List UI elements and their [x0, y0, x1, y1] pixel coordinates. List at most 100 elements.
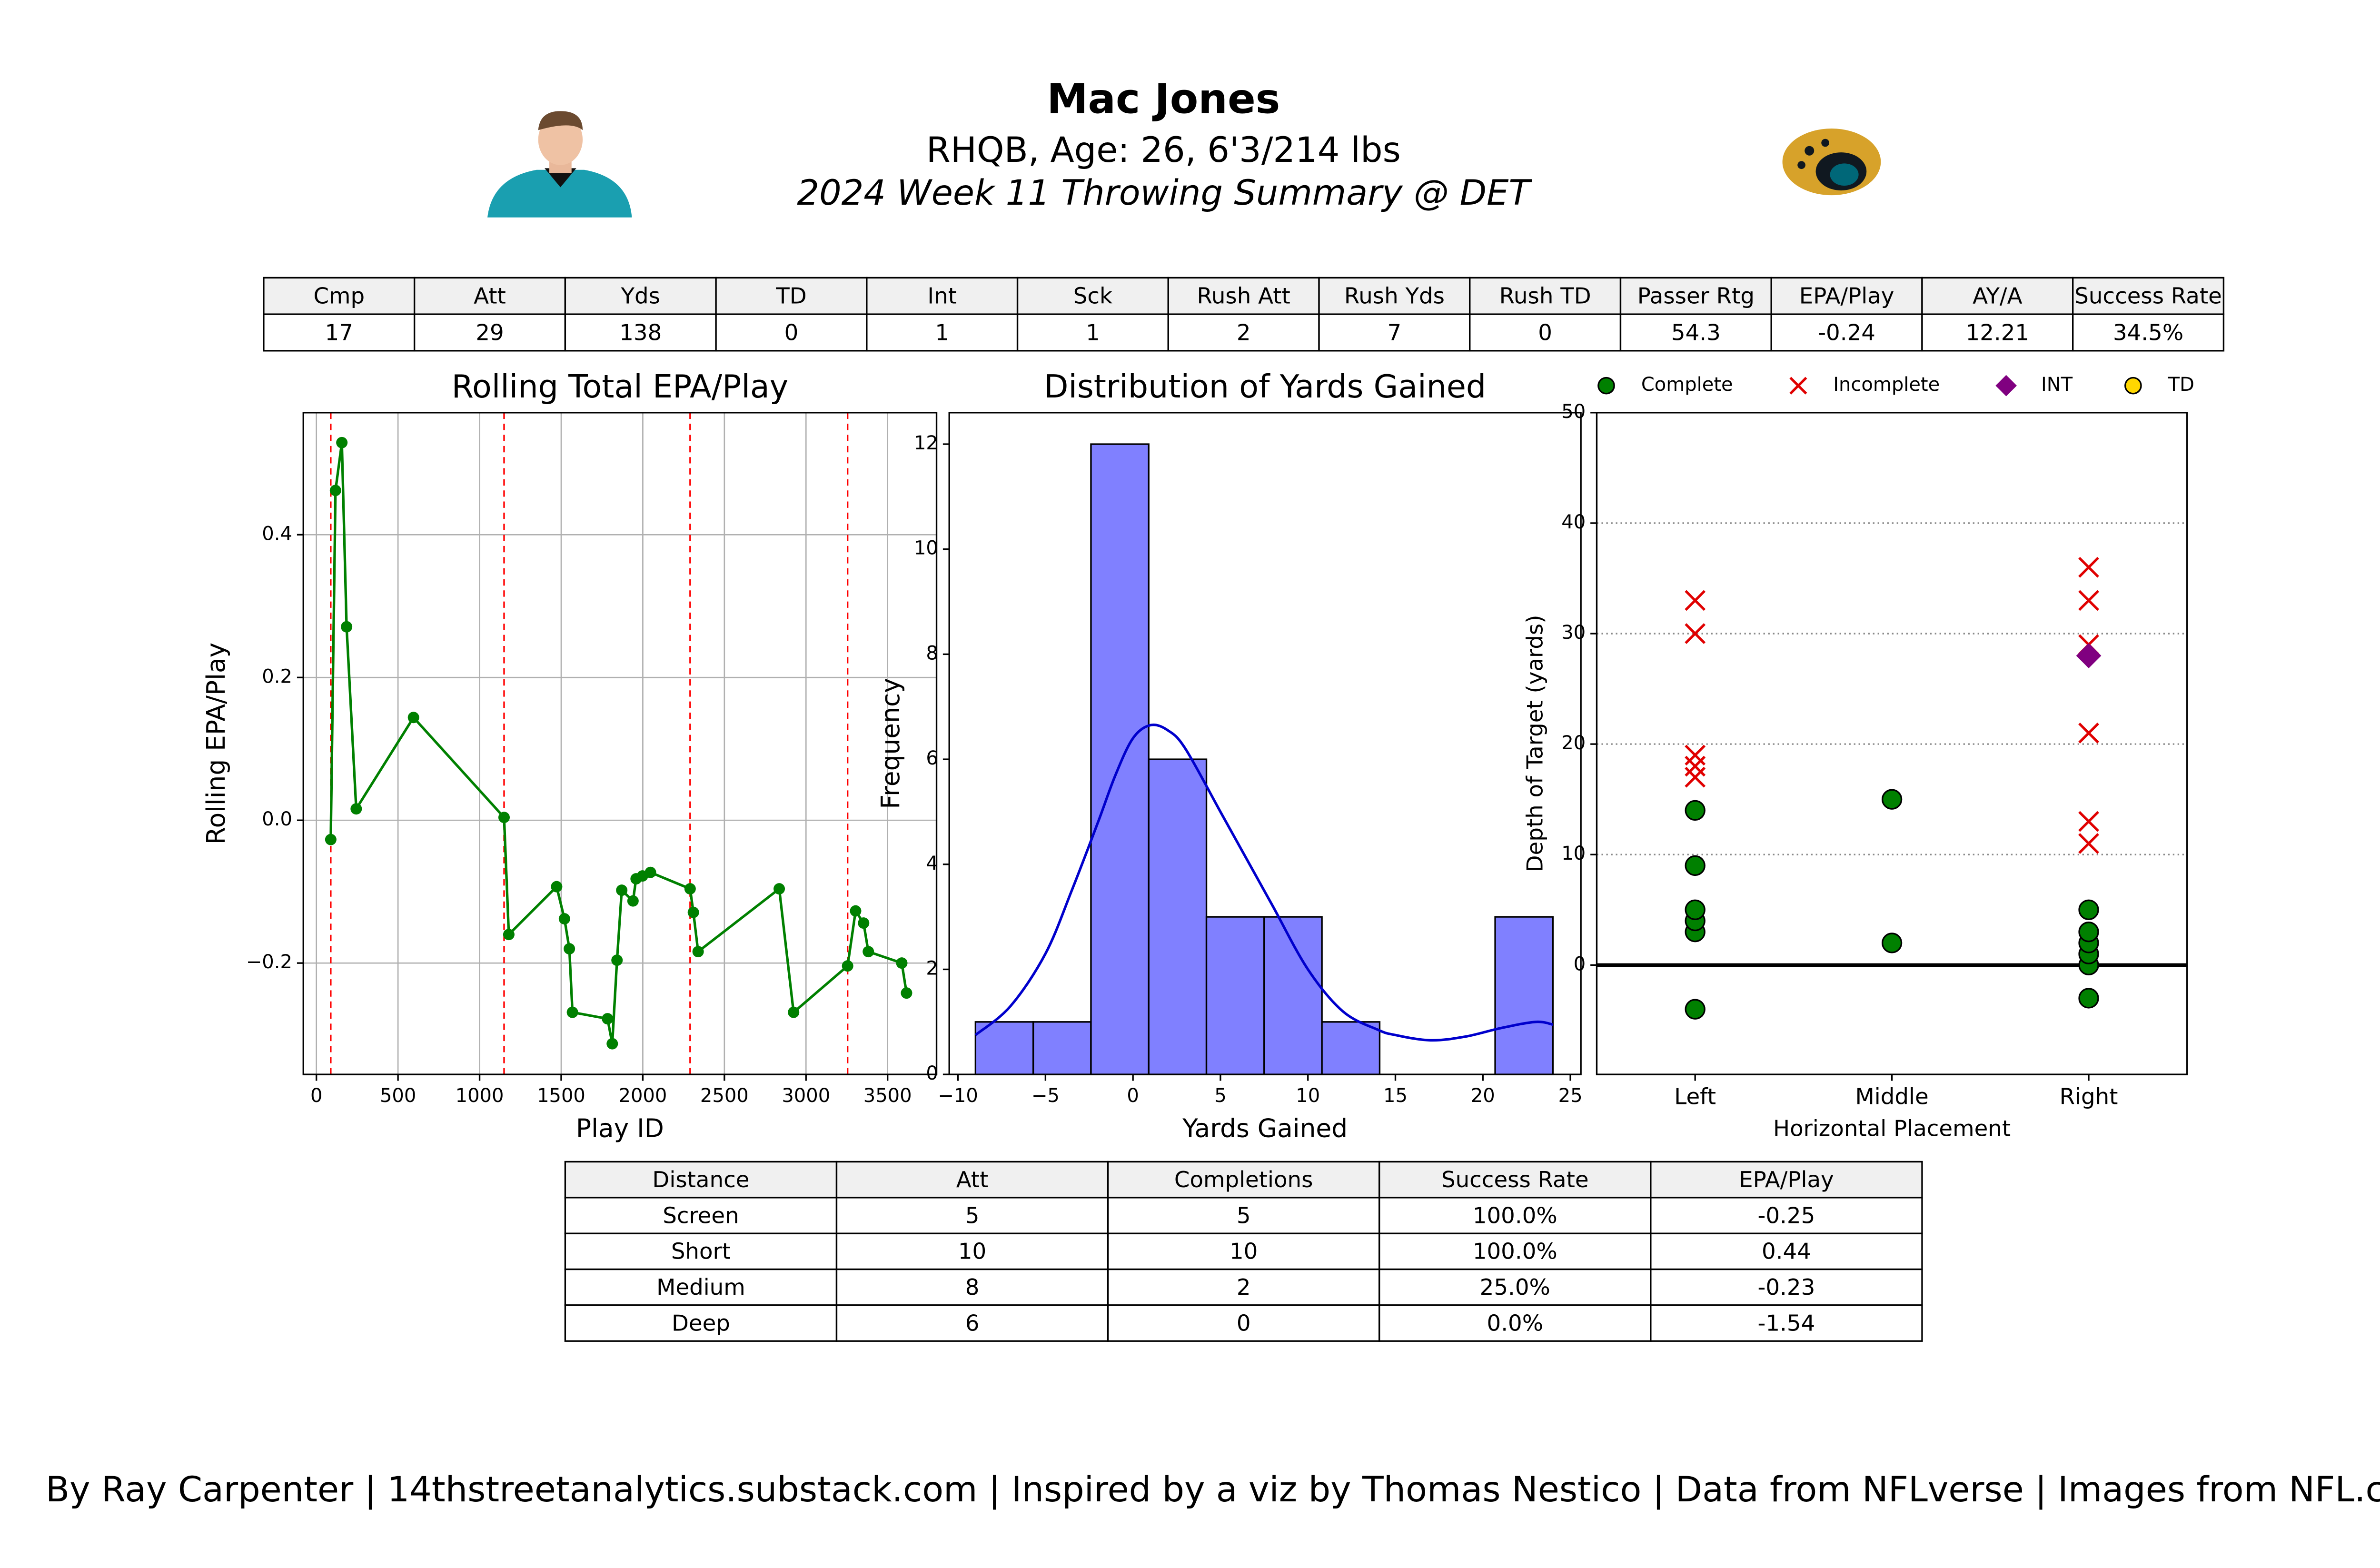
epa-point: [341, 621, 353, 633]
cell: [1650, 1304, 1923, 1342]
epa-point: [498, 812, 510, 824]
y-axis-label: Frequency: [875, 678, 905, 809]
cell: [1107, 1304, 1380, 1342]
hist-bar: [1263, 916, 1323, 1075]
plot-frame: [302, 412, 938, 1075]
marker-x: [2078, 590, 2099, 611]
column-header: Cmp: [313, 284, 365, 309]
hist-bar: [1090, 443, 1150, 1075]
cell: [1318, 313, 1471, 352]
header-cell: [1770, 277, 1923, 315]
header-cell: [1318, 277, 1471, 315]
x-tick-label: 20: [1471, 1085, 1495, 1107]
y-tick-label: 50: [1561, 401, 1586, 423]
cell: [1167, 313, 1320, 352]
epa-point: [774, 883, 785, 895]
x-tick-label: 3000: [782, 1085, 830, 1107]
column-header: Int: [927, 284, 957, 309]
cell-text: 1: [935, 320, 949, 346]
cell-text: -0.24: [1818, 320, 1875, 346]
legend-label: INT: [2041, 374, 2073, 396]
cell-text: 6: [965, 1310, 980, 1336]
cell: [1469, 313, 1622, 352]
cell-text: Screen: [663, 1203, 739, 1229]
y-tick-label: 4: [926, 853, 938, 874]
x-tick-label: 1000: [456, 1085, 504, 1107]
y-tick-label: 0.2: [262, 665, 292, 687]
x-axis-label: Horizontal Placement: [1773, 1116, 2011, 1141]
cell: [1378, 1304, 1652, 1342]
cell-text: 0.44: [1762, 1239, 1811, 1265]
marker-circle: [1685, 800, 1706, 821]
cell: [1650, 1197, 1923, 1234]
column-header: Success Rate: [1441, 1167, 1589, 1193]
y-tick-label: −0.2: [246, 951, 292, 973]
cell-text: 8: [965, 1275, 980, 1300]
cell-text: -0.23: [1758, 1275, 1815, 1300]
cell: [835, 1232, 1109, 1270]
legend-marker: [1597, 377, 1615, 395]
marker-circle: [1881, 789, 1903, 810]
cell-text: 17: [325, 320, 353, 346]
footer-credit: By Ray Carpenter | 14thstreetanalytics.s…: [46, 1469, 2380, 1510]
cell: [1650, 1232, 1923, 1270]
cell-text: Medium: [656, 1275, 745, 1300]
epa-point: [687, 906, 699, 918]
y-tick-label: 0.4: [262, 523, 292, 545]
hist-bar: [1032, 1021, 1092, 1075]
marker-circle: [1685, 999, 1706, 1020]
x-tick-label: 25: [1558, 1085, 1583, 1107]
cell-text: 12.21: [1966, 320, 2030, 346]
column-header: AY/A: [1973, 284, 2023, 309]
y-tick-label: 0.0: [262, 808, 292, 830]
summary-title: 2024 Week 11 Throwing Summary @ DET: [797, 173, 1532, 213]
x-tick-label: −10: [938, 1085, 978, 1107]
x-tick-label: 15: [1383, 1085, 1408, 1107]
cell: [715, 313, 868, 352]
epa-point: [858, 917, 870, 929]
cell-text: 10: [1230, 1239, 1258, 1265]
cell: [835, 1304, 1109, 1342]
legend-label: Complete: [1641, 374, 1733, 396]
header-cell: [1016, 277, 1169, 315]
header-cell: [263, 277, 416, 315]
y-axis-label: Depth of Target (yards): [1522, 615, 1548, 873]
marker-x: [1685, 623, 1706, 644]
y-tick-label: 40: [1561, 511, 1586, 533]
marker-circle: [1685, 855, 1706, 876]
kde-curve: [974, 724, 1553, 1042]
x-tick-label: 500: [380, 1085, 416, 1107]
cell: [1378, 1232, 1652, 1270]
legend-marker: [2124, 377, 2142, 395]
hist-bar: [1148, 758, 1208, 1075]
epa-point: [645, 866, 656, 878]
column-header: Distance: [652, 1167, 749, 1193]
cell: [2072, 313, 2225, 352]
epa-point: [863, 946, 874, 958]
column-header: Att: [956, 1167, 989, 1193]
y-tick-label: 0: [926, 1062, 938, 1084]
distance-table: Distance Att Completions Success Rate EPA/Pl…: [564, 1161, 1923, 1342]
marker-x: [2078, 723, 2099, 744]
x-tick-label: 2000: [619, 1085, 667, 1107]
epa-point: [564, 943, 575, 955]
epa-point: [503, 929, 515, 941]
x-tick-label: 3500: [863, 1085, 912, 1107]
marker-x: [1685, 590, 1706, 611]
cell: [866, 313, 1019, 352]
epa-point: [850, 905, 862, 917]
header-cell: [715, 277, 868, 315]
headshot: [487, 111, 632, 218]
plot-frame: [1596, 412, 2188, 1075]
x-tick-label: 0: [310, 1085, 322, 1107]
cell: [1378, 1268, 1652, 1306]
epa-point: [602, 1013, 614, 1025]
column-header: Success Rate: [2074, 284, 2222, 309]
cell: [564, 1304, 838, 1342]
cell-text: 29: [476, 320, 504, 346]
cell-text: 138: [619, 320, 662, 346]
y-tick-label: 6: [926, 747, 938, 769]
x-tick-label: 2500: [700, 1085, 749, 1107]
epa-point: [325, 834, 337, 845]
player-name: Mac Jones: [1047, 75, 1280, 123]
